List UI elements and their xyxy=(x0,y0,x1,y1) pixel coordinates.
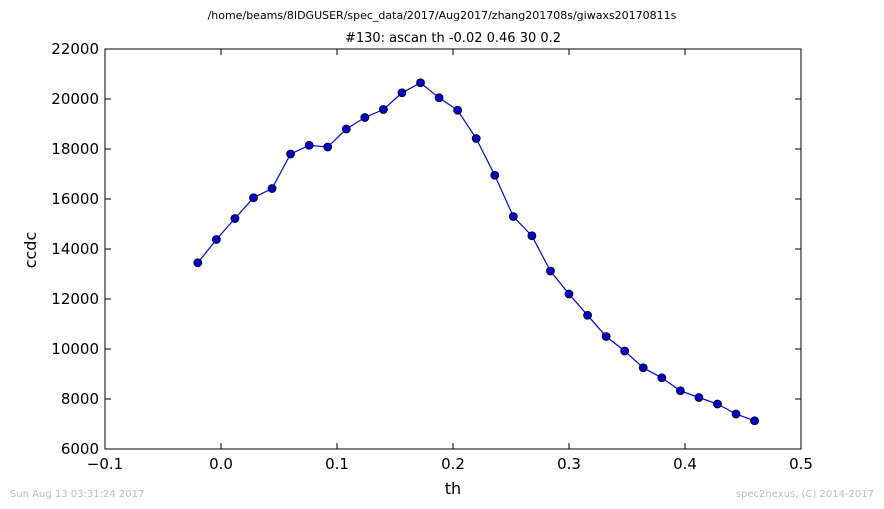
y-tick-label: 16000 xyxy=(51,190,99,208)
data-point xyxy=(230,214,240,223)
plot-area xyxy=(104,48,802,450)
data-point xyxy=(267,184,277,193)
data-point xyxy=(323,142,333,152)
data-point xyxy=(434,93,444,103)
data-point xyxy=(546,266,555,276)
data-point xyxy=(731,409,741,419)
data-point xyxy=(638,363,648,373)
data-point xyxy=(527,231,537,241)
x-tick-label: 0.0 xyxy=(209,455,233,473)
data-point xyxy=(750,416,759,426)
y-tick-label: 14000 xyxy=(51,240,99,258)
data-point xyxy=(675,386,685,396)
x-tick-label: −0.1 xyxy=(87,455,123,473)
data-point xyxy=(471,134,481,143)
y-tick-label: 18000 xyxy=(51,140,99,158)
y-tick-label: 12000 xyxy=(51,290,99,308)
data-point xyxy=(286,149,296,159)
footer-credit: spec2nexus, (C) 2014-2017 xyxy=(735,489,874,500)
data-point xyxy=(341,124,351,134)
y-tick-label: 20000 xyxy=(51,90,99,108)
x-tick-label: 0.5 xyxy=(789,455,813,473)
footer-timestamp: Sun Aug 13 03:31:24 2017 xyxy=(10,489,145,500)
data-point xyxy=(193,258,203,268)
x-tick-label: 0.4 xyxy=(673,455,697,473)
data-point xyxy=(249,193,258,203)
data-point xyxy=(564,289,574,299)
data-point xyxy=(601,332,611,341)
x-tick-label: 0.2 xyxy=(441,455,465,473)
y-tick-label: 10000 xyxy=(51,340,99,358)
data-point xyxy=(397,88,407,98)
x-tick-label: 0.3 xyxy=(557,455,581,473)
data-point xyxy=(713,399,722,409)
data-point xyxy=(453,105,463,115)
x-tick-label: 0.1 xyxy=(325,455,349,473)
data-point xyxy=(657,373,667,383)
data-point xyxy=(490,170,500,180)
y-axis-label: ccdc xyxy=(21,232,40,269)
data-point xyxy=(304,140,314,150)
data-point xyxy=(378,105,388,114)
data-point xyxy=(620,346,630,356)
chart-title: #130: ascan th -0.02 0.46 30 0.2 xyxy=(345,31,561,46)
data-point xyxy=(694,393,704,402)
y-tick-label: 6000 xyxy=(61,440,99,458)
y-tick-label: 8000 xyxy=(61,390,99,408)
axis-ticks: −0.1 0.0 0.1 0.2 0.3 0.4 0.5 6000 8000 10000 12000… xyxy=(51,40,813,473)
data-point xyxy=(416,78,425,88)
data-point xyxy=(211,235,221,244)
data-point xyxy=(583,310,592,320)
series-group xyxy=(193,78,759,426)
y-tick-label: 22000 xyxy=(51,40,99,58)
x-axis-label: th xyxy=(445,479,461,498)
chart-suptitle: /home/beams/8IDGUSER/spec_data/2017/Aug2… xyxy=(208,9,677,22)
data-point xyxy=(360,113,370,122)
data-point xyxy=(508,212,518,221)
